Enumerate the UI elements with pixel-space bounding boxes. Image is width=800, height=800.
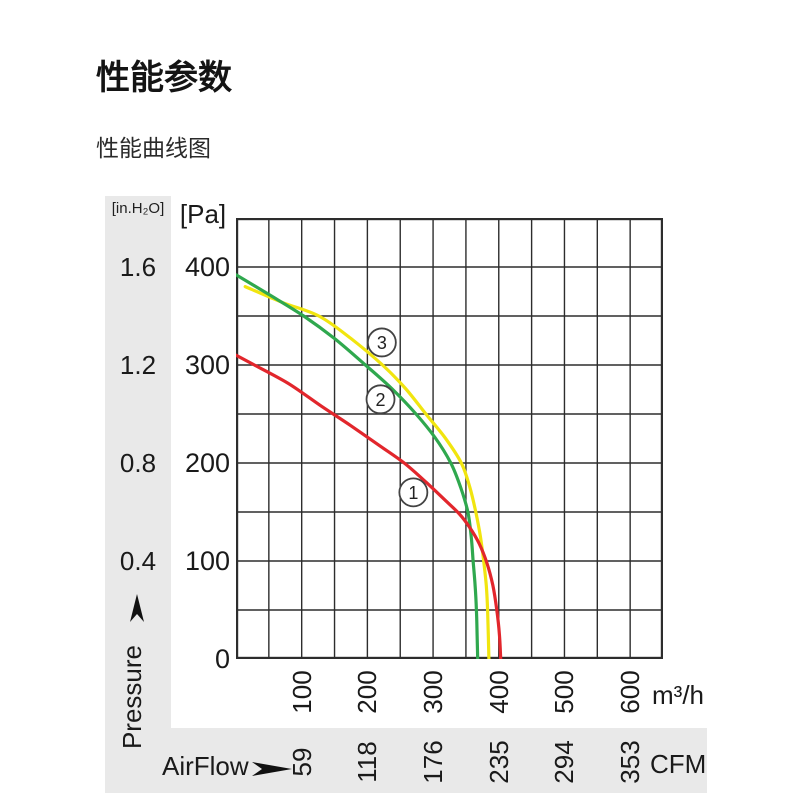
y-axis-unit-pa: [Pa]	[179, 199, 227, 229]
m3h-tick-label: 200	[352, 670, 383, 714]
pa-tick-label: 100	[184, 546, 230, 576]
inh2o-tick-label: 0.4	[119, 546, 157, 576]
m3h-tick-label: 600	[615, 670, 646, 714]
pa-tick-label: 400	[184, 252, 230, 282]
x-axis-unit-cfm: CFM	[650, 749, 707, 779]
inh2o-tick-label: 1.2	[119, 350, 157, 380]
curve-label-number: 2	[376, 390, 386, 410]
cfm-tick-label: 118	[352, 741, 383, 783]
cfm-tick-label: 235	[483, 740, 514, 784]
airflow-axis-label-group: AirFlow	[162, 751, 292, 782]
curve-label-circle	[365, 384, 396, 415]
cfm-tick-label: 353	[615, 740, 646, 784]
y-axis-unit-inh2o: [in.H₂O]	[111, 200, 165, 217]
cfm-tick-label: 294	[549, 740, 580, 784]
pressure-axis-label: Pressure	[117, 644, 147, 750]
curve-label-circle	[366, 327, 397, 358]
m3h-tick-label: 300	[418, 670, 449, 714]
pa-tick-label: 300	[184, 350, 230, 380]
performance-curve-plot: 1 2 3	[236, 218, 663, 659]
curve-3	[243, 285, 491, 659]
plot-border	[236, 218, 663, 659]
inh2o-tick-label: 0.8	[119, 448, 157, 478]
m3h-tick-label: 400	[483, 670, 514, 714]
cfm-tick-label: 176	[418, 740, 449, 784]
pa-tick-label: 200	[184, 448, 230, 478]
section-subtitle: 性能曲线图	[96, 135, 211, 161]
curve-label-circle	[398, 477, 429, 508]
airflow-axis-label: AirFlow	[162, 751, 249, 781]
m3h-tick-label: 500	[549, 670, 580, 714]
cfm-tick-label: 59	[286, 747, 317, 777]
curve-1	[236, 353, 503, 659]
airflow-arrow-icon	[251, 761, 292, 776]
x-axis-unit-m3h: m³/h	[652, 680, 704, 710]
inh2o-tick-label: 1.6	[119, 252, 157, 282]
page-title: 性能参数	[96, 59, 232, 97]
airflow-axis-panel	[105, 728, 707, 793]
pressure-arrow-icon	[128, 594, 146, 629]
curve-label-number: 1	[408, 483, 418, 503]
curve-label-number: 3	[377, 333, 387, 353]
pa-tick-label: 0	[214, 644, 230, 674]
m3h-tick-label: 100	[286, 670, 317, 714]
curve-2	[236, 273, 480, 659]
pressure-axis-panel	[105, 196, 171, 793]
